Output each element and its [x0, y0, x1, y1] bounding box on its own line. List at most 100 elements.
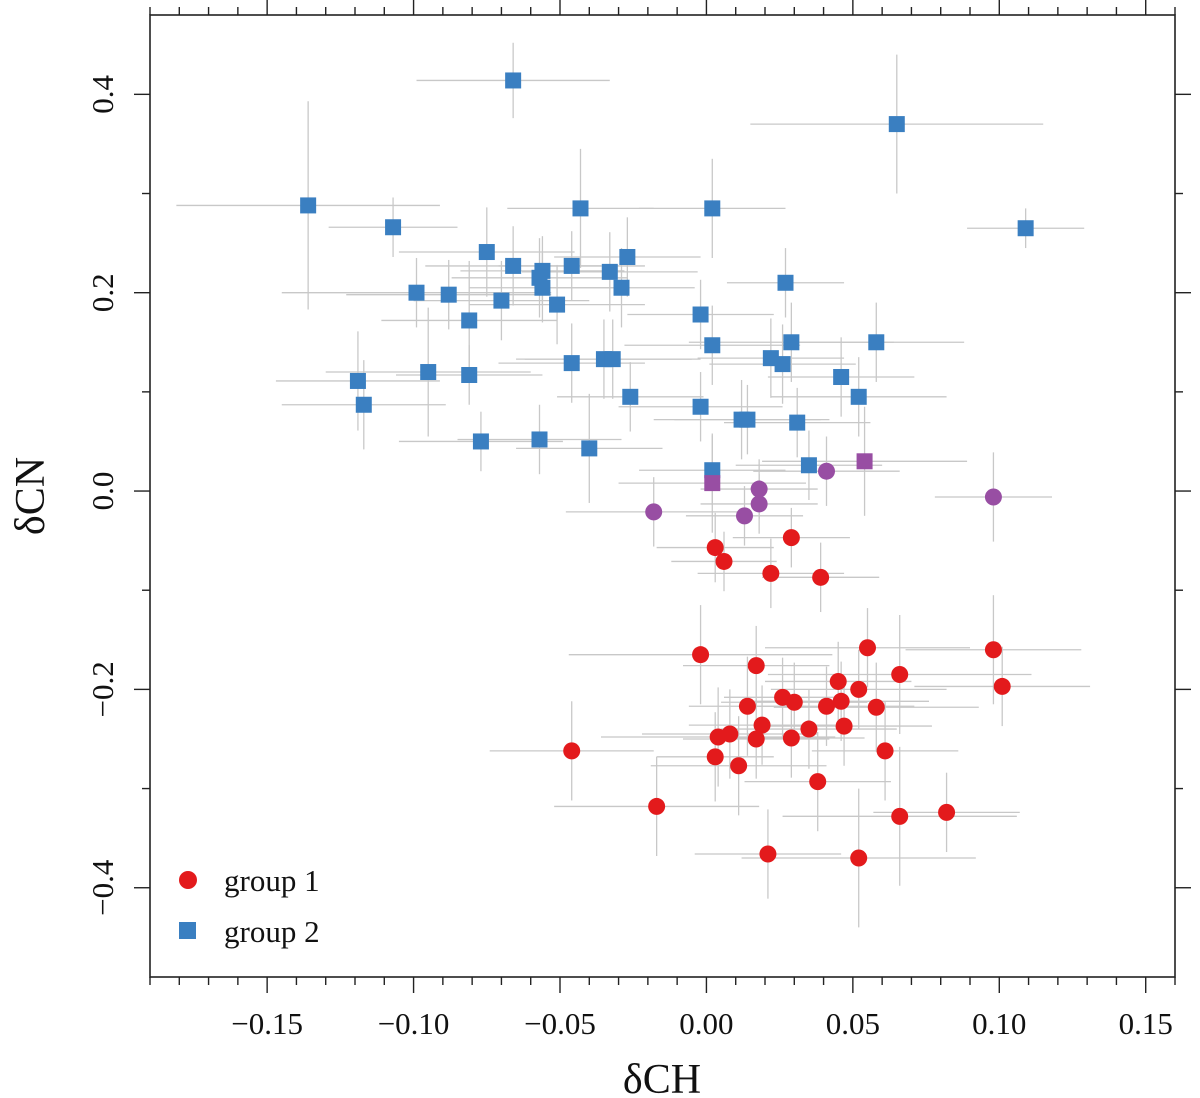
point-group-1 — [876, 742, 894, 760]
error-bars — [176, 42, 1091, 928]
point-group-2 — [868, 334, 885, 351]
plot-frame — [149, 14, 1176, 978]
point-group-1 — [835, 717, 853, 735]
legend: group 1 group 2 — [179, 863, 320, 949]
point-group-2 — [613, 279, 630, 296]
point-group-2 — [777, 274, 794, 291]
point-group-1 — [706, 539, 724, 557]
y-axis-title: δCN — [8, 457, 54, 535]
point-group-2 — [692, 398, 709, 415]
point-group-2 — [601, 263, 618, 280]
point-group-1 — [809, 773, 827, 791]
point-group-1 — [782, 729, 800, 747]
point-group-2 — [493, 292, 510, 309]
point-group-1 — [829, 672, 847, 690]
x-tick-label: 0.10 — [972, 1006, 1026, 1041]
point-group-2 — [461, 312, 478, 329]
point-group-1 — [859, 639, 876, 657]
point-group-2 — [549, 296, 566, 313]
point-intermediate — [736, 507, 753, 525]
x-axis-title: δCH — [623, 1057, 701, 1098]
y-tick-label: 0.0 — [85, 472, 120, 511]
point-group-2 — [478, 244, 495, 261]
x-tick-label: 0.15 — [1119, 1006, 1173, 1041]
point-group-2 — [461, 367, 478, 384]
point-group-1 — [850, 680, 868, 698]
point-group-2 — [704, 200, 721, 217]
point-intermediate — [750, 480, 768, 498]
point-group-2 — [692, 306, 709, 323]
point-group-2 — [619, 248, 636, 265]
point-group-1 — [850, 849, 868, 867]
legend-label-group-2: group 2 — [224, 914, 320, 949]
point-group-1 — [832, 692, 850, 710]
point-group-1 — [785, 693, 803, 711]
point-group-2 — [833, 368, 850, 385]
point-group-2 — [534, 279, 551, 296]
y-tick-label: 0.4 — [85, 74, 120, 113]
point-group-2 — [704, 462, 721, 479]
point-group-1 — [993, 677, 1011, 695]
point-group-1 — [753, 716, 771, 734]
legend-marker-group-2 — [179, 922, 196, 939]
point-intermediate — [645, 503, 663, 521]
point-group-2 — [563, 355, 580, 372]
point-group-2 — [604, 351, 621, 368]
point-group-1 — [812, 568, 830, 586]
x-tick-label: −0.05 — [524, 1006, 596, 1041]
point-group-2 — [1017, 220, 1034, 237]
point-group-2 — [420, 364, 437, 381]
point-intermediate — [984, 488, 1002, 506]
axis-ticks: −0.15 −0.10 −0.05 0.00 0.05 0.10 0.15 −0.4 −0.2 0… — [85, 0, 1191, 1041]
point-group-1 — [648, 797, 666, 815]
point-group-2 — [385, 219, 402, 236]
point-group-1 — [715, 552, 733, 570]
point-group-1 — [800, 720, 818, 738]
point-group-2 — [505, 257, 522, 274]
point-group-1 — [692, 646, 710, 664]
point-group-1 — [706, 748, 724, 766]
point-group-2 — [888, 116, 905, 133]
point-intermediate — [704, 475, 721, 492]
point-group-1 — [938, 803, 956, 821]
point-group-1 — [747, 657, 765, 675]
point-intermediate — [856, 453, 873, 470]
point-group-1 — [563, 742, 581, 760]
point-group-2 — [355, 396, 372, 413]
point-group-2 — [472, 433, 489, 450]
x-tick-label: 0.00 — [679, 1006, 733, 1041]
y-tick-label: −0.4 — [85, 859, 120, 916]
point-group-2 — [408, 284, 425, 301]
point-group-2 — [349, 372, 366, 389]
point-group-2 — [783, 334, 800, 351]
point-intermediate — [750, 495, 768, 513]
data-markers — [300, 72, 1034, 867]
point-group-2 — [739, 411, 756, 428]
x-tick-label: −0.15 — [231, 1006, 303, 1041]
point-group-2 — [774, 356, 791, 373]
point-group-1 — [730, 757, 748, 775]
point-group-2 — [704, 337, 721, 354]
point-group-1 — [759, 845, 777, 863]
point-intermediate — [818, 462, 835, 480]
point-group-2 — [622, 388, 639, 405]
point-group-2 — [531, 431, 548, 448]
point-group-1 — [738, 697, 756, 715]
y-tick-label: 0.2 — [85, 273, 120, 312]
point-group-1 — [782, 529, 800, 547]
point-group-2 — [581, 440, 598, 457]
point-group-1 — [721, 725, 739, 743]
point-group-1 — [747, 730, 765, 748]
legend-label-group-1: group 1 — [224, 863, 320, 898]
point-group-1 — [762, 564, 780, 582]
point-group-2 — [440, 286, 457, 303]
point-group-2 — [800, 457, 817, 474]
point-group-2 — [505, 72, 522, 89]
point-group-1 — [891, 666, 909, 684]
point-group-2 — [789, 414, 806, 431]
point-group-2 — [850, 388, 867, 405]
point-group-1 — [891, 807, 909, 825]
point-group-1 — [818, 697, 835, 715]
point-group-2 — [563, 257, 580, 274]
